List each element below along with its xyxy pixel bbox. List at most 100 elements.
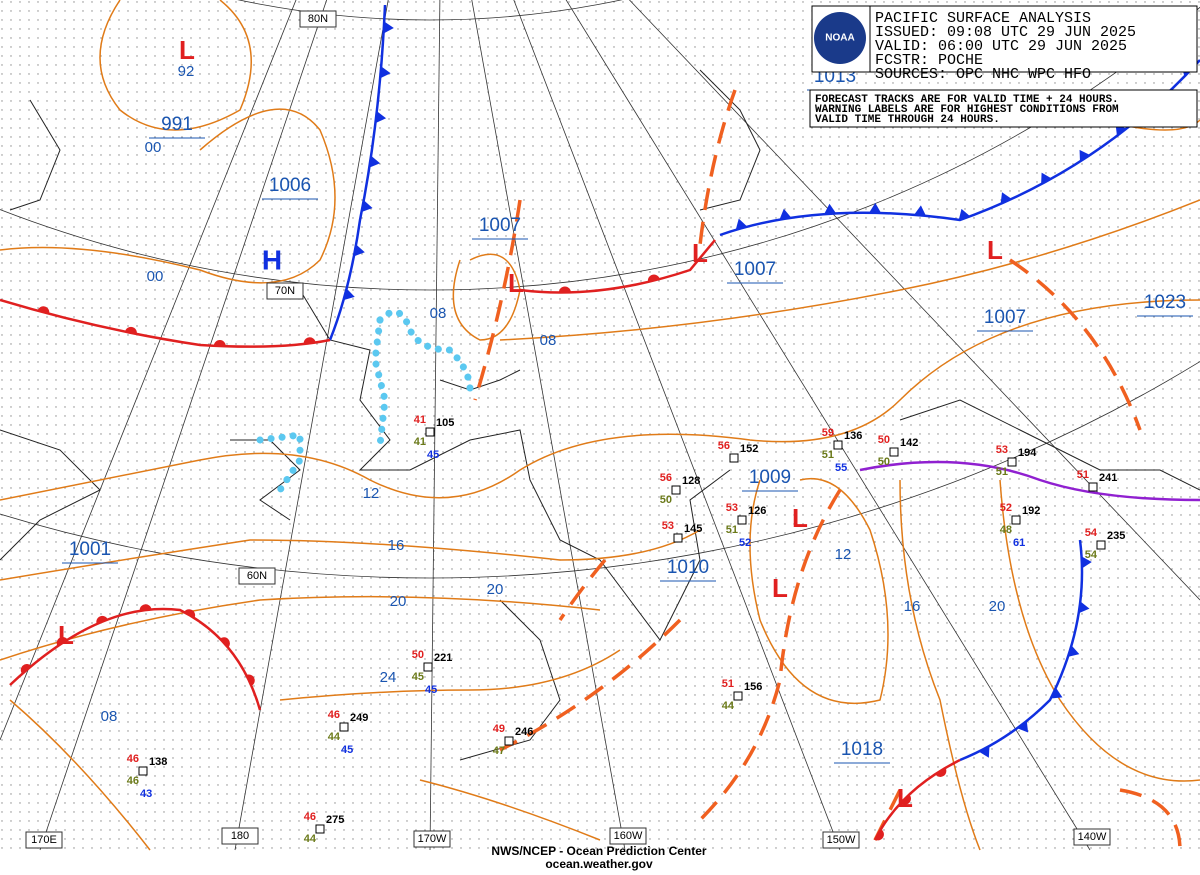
station-id: 105 — [436, 417, 454, 429]
station-marker — [1011, 515, 1021, 525]
station-dew: 50 — [660, 494, 672, 506]
station-id: 241 — [1099, 472, 1117, 484]
station-temp: 46 — [127, 753, 139, 765]
station-id: 194 — [1018, 447, 1037, 459]
logo-text: NOAA — [825, 33, 854, 44]
station-id: 145 — [684, 523, 702, 535]
grid-label: 160W — [614, 830, 643, 842]
pressure-label: 1007 — [734, 259, 776, 280]
isobar-label: 20 — [390, 593, 407, 610]
pressure-center: L — [772, 573, 788, 603]
grid-label-box — [822, 831, 860, 849]
pressure-label: 1007 — [984, 307, 1026, 328]
station-dew: 44 — [328, 731, 341, 743]
grid-label-box — [1073, 828, 1111, 846]
station-id: 126 — [748, 505, 766, 517]
station-dew: 45 — [412, 671, 424, 683]
grid-label: 170W — [418, 833, 447, 845]
grid-label: 150W — [827, 834, 856, 846]
station-temp: 53 — [996, 444, 1008, 456]
station-marker — [737, 515, 747, 525]
pressure-center: L — [692, 238, 708, 268]
cold-front — [328, 4, 387, 341]
station-dew: 41 — [414, 436, 426, 448]
warm-front-bump — [183, 609, 196, 619]
coastlines — [0, 69, 1200, 761]
warm-front-bump — [37, 306, 50, 314]
station-value: 45 — [427, 449, 439, 461]
station-id: 152 — [740, 443, 758, 455]
cold-front-barb — [343, 288, 355, 301]
station-marker — [671, 485, 681, 495]
grid-label-box — [413, 830, 451, 848]
cold-front-barb — [824, 203, 837, 215]
station-dew: 48 — [1000, 524, 1012, 536]
warm-front — [519, 239, 716, 294]
station-dew: 44 — [722, 700, 735, 712]
station-dew: 51 — [726, 524, 738, 536]
station-marker — [1088, 482, 1098, 492]
cold-front-barb — [914, 205, 926, 216]
pressure-center: H — [262, 244, 282, 275]
note-line: WARNING LABELS ARE FOR HIGHEST CONDITION… — [815, 104, 1119, 116]
cold-front-barb — [978, 745, 990, 758]
station-temp: 50 — [412, 649, 424, 661]
station-marker — [339, 722, 349, 732]
station-id: 156 — [744, 681, 762, 693]
station-temp: 51 — [722, 678, 734, 690]
cold-front-barb — [735, 218, 748, 230]
pressure-label: 1010 — [667, 557, 709, 578]
station-temp: 51 — [1077, 469, 1089, 481]
cold-front-barb — [380, 66, 391, 79]
ice-edge — [256, 308, 474, 494]
pressure-label: 1023 — [1144, 292, 1186, 313]
isobar-label: 12 — [363, 485, 380, 502]
grid-label: 140W — [1078, 831, 1107, 843]
pressure-label: 1001 — [69, 539, 111, 560]
warm-front-bump — [125, 326, 137, 335]
station-temp: 54 — [1085, 527, 1098, 539]
station-marker — [423, 662, 433, 672]
station-temp: 56 — [718, 440, 730, 452]
warm-front-bump — [303, 337, 316, 344]
warm-front-bump — [139, 604, 152, 611]
cold-front-barb — [383, 21, 394, 34]
station-dew: 50 — [878, 456, 890, 468]
station-marker — [315, 824, 325, 834]
warm-front — [9, 607, 262, 711]
warm-front-bump — [20, 664, 32, 674]
station-id: 235 — [1107, 530, 1125, 542]
cold-front-barb — [779, 208, 792, 220]
station-dew: 47 — [493, 745, 505, 757]
station-value: 45 — [425, 684, 437, 696]
cold-front-barb — [1050, 687, 1063, 699]
isobars — [0, 0, 1200, 851]
grid-label: 60N — [247, 570, 267, 582]
station-value: 52 — [739, 537, 751, 549]
cold-front-barb — [1078, 601, 1090, 614]
station-id: 138 — [149, 756, 167, 768]
labels: 9911006100710071013100710231009101010011… — [25, 10, 1193, 849]
grid-label-box — [299, 10, 337, 28]
header-title: PACIFIC SURFACE ANALYSIS — [875, 10, 1091, 27]
cold-front-barb — [1067, 645, 1080, 657]
pressure-label: 1009 — [749, 467, 791, 488]
isobar-label: 16 — [904, 598, 921, 615]
station-marker — [425, 427, 435, 437]
grid-label: 70N — [275, 285, 295, 297]
cold-front-barb — [353, 244, 365, 257]
header-frame — [811, 5, 1198, 73]
header-sources: SOURCES: OPC NHC WPC HFO — [875, 66, 1091, 83]
grid-label-box — [221, 827, 259, 845]
header-issued: ISSUED: 09:08 UTC 29 JUN 2025 — [875, 24, 1136, 41]
station-temp: 46 — [328, 709, 340, 721]
station-id: 142 — [900, 437, 918, 449]
station-marker — [729, 453, 739, 463]
station-temp: 52 — [1000, 502, 1012, 514]
graticule — [0, 0, 1200, 851]
pressure-center: L — [58, 620, 74, 650]
station-temp: 50 — [878, 434, 890, 446]
warm-front — [0, 298, 331, 348]
cold-front-barb — [369, 155, 381, 168]
